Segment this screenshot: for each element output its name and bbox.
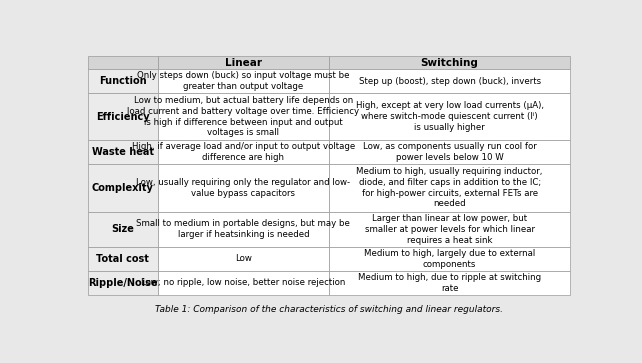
Bar [158,93,329,140]
Bar [329,247,570,271]
Text: Function: Function [99,76,146,86]
Text: Larger than linear at low power, but
smaller at power levels for which linear
re: Larger than linear at low power, but sma… [365,214,535,245]
Text: Low, usually requiring only the regulator and low-
value bypass capacitors: Low, usually requiring only the regulato… [136,178,351,198]
Text: Switching: Switching [421,58,479,68]
Bar [158,140,329,164]
Bar [88,69,158,93]
Text: Low: Low [235,254,252,264]
Bar [88,164,158,212]
Bar [158,69,329,93]
Text: Low; no ripple, low noise, better noise rejection: Low; no ripple, low noise, better noise … [141,278,345,287]
Text: Size: Size [111,224,134,234]
Bar [88,212,158,247]
Bar [158,212,329,247]
Text: Medium to high, due to ripple at switching
rate: Medium to high, due to ripple at switchi… [358,273,541,293]
Text: Medium to high, largely due to external
components: Medium to high, largely due to external … [364,249,535,269]
Bar [329,164,570,212]
Text: Efficiency: Efficiency [96,112,150,122]
Bar [329,69,570,93]
Bar [88,247,158,271]
Text: High, if average load and/or input to output voltage
difference are high: High, if average load and/or input to ou… [132,142,355,162]
Text: Low, as components usually run cool for
power levels below 10 W: Low, as components usually run cool for … [363,142,537,162]
Bar [329,212,570,247]
Bar [329,93,570,140]
Bar [329,140,570,164]
Text: Low to medium, but actual battery life depends on
load current and battery volta: Low to medium, but actual battery life d… [127,96,360,137]
Text: Step up (boost), step down (buck), inverts: Step up (boost), step down (buck), inver… [359,77,541,86]
Bar [158,247,329,271]
Text: Medium to high, usually requiring inductor,
diode, and filter caps in addition t: Medium to high, usually requiring induct… [356,167,543,208]
Bar [158,271,329,294]
Text: Total cost: Total cost [96,254,149,264]
Text: Small to medium in portable designs, but may be
larger if heatsinking is needed: Small to medium in portable designs, but… [136,220,351,239]
Text: Only steps down (buck) so input voltage must be
greater than output voltage: Only steps down (buck) so input voltage … [137,71,350,91]
Bar [88,93,158,140]
Text: Complexity: Complexity [92,183,153,193]
Bar [158,164,329,212]
Bar [329,271,570,294]
Bar [329,56,570,69]
Text: Table 1: Comparison of the characteristics of switching and linear regulators.: Table 1: Comparison of the characteristi… [155,305,503,314]
Text: Waste heat: Waste heat [92,147,153,157]
Bar [158,56,329,69]
Bar [88,271,158,294]
Text: Ripple/Noise: Ripple/Noise [88,278,157,288]
Text: High, except at very low load currents (μA),
where switch-mode quiescent current: High, except at very low load currents (… [356,101,544,132]
Text: Linear: Linear [225,58,262,68]
Bar [88,56,158,69]
Bar [88,140,158,164]
